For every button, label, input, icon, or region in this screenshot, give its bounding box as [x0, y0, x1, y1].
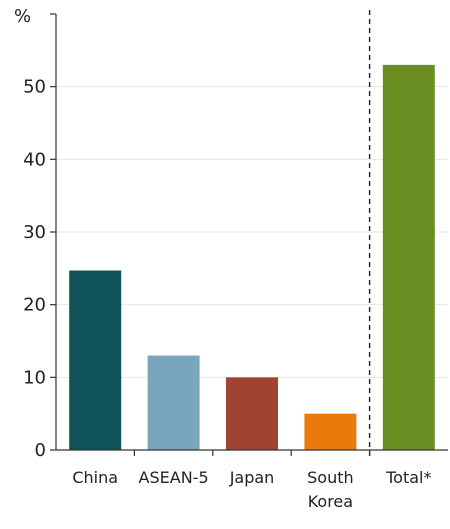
x-tick-label: Japan — [229, 468, 275, 487]
y-tick-label: 10 — [23, 367, 46, 388]
y-axis-unit-label: % — [14, 6, 31, 27]
x-tick-label: ASEAN-5 — [139, 468, 209, 487]
x-tick-label: China — [72, 468, 118, 487]
y-tick-label: 50 — [23, 77, 46, 98]
y-tick-label: 0 — [35, 440, 46, 461]
bars — [69, 64, 435, 450]
y-axis-ticks: 0 10 20 30 40 50 — [23, 13, 56, 461]
bar-china — [69, 270, 122, 450]
gridlines — [56, 86, 448, 378]
x-tick-label: Total* — [385, 468, 431, 487]
bar-total — [382, 64, 435, 450]
bar-japan — [226, 377, 278, 450]
bar-asean-5 — [147, 355, 200, 450]
x-axis-ticks: China ASEAN-5 Japan South Korea Total* — [72, 450, 431, 511]
y-tick-label: 40 — [23, 149, 46, 170]
x-tick-label: South — [307, 468, 354, 487]
y-tick-label: 30 — [23, 222, 46, 243]
x-tick-label: Korea — [308, 492, 353, 511]
bar-south-korea — [304, 413, 357, 450]
y-tick-label: 20 — [23, 295, 46, 316]
